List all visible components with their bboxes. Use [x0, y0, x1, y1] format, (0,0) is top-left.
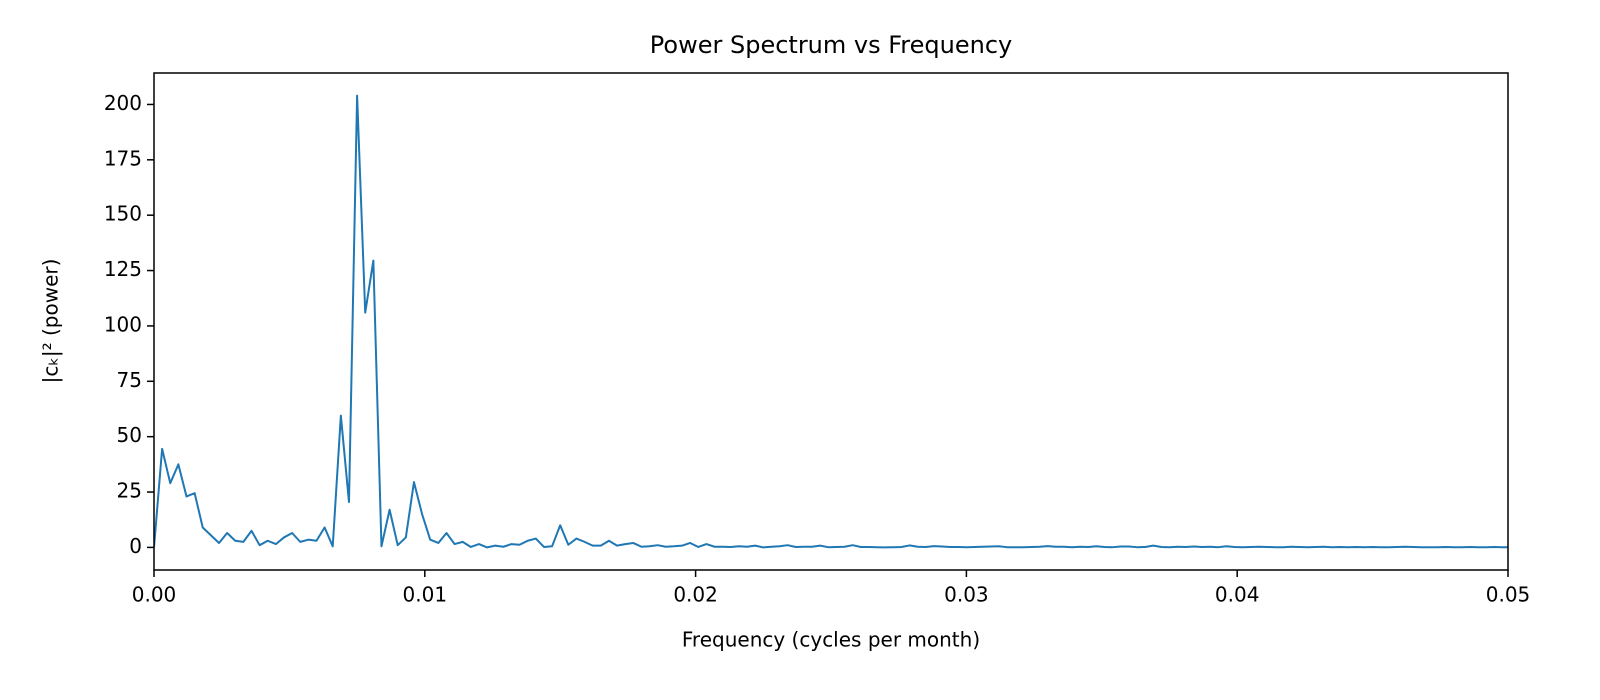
y-tick-label: 0 — [129, 534, 142, 558]
x-tick-label: 0.00 — [132, 583, 177, 607]
plot-area — [154, 94, 1508, 549]
y-tick-label: 25 — [117, 479, 142, 503]
x-tick-label: 0.04 — [1215, 583, 1260, 607]
x-tick-label: 0.01 — [403, 583, 448, 607]
y-tick-label: 50 — [117, 423, 142, 447]
spectrum-line — [154, 94, 1508, 549]
y-tick-label: 150 — [104, 202, 142, 226]
y-tick-label: 125 — [104, 257, 142, 281]
chart-title: Power Spectrum vs Frequency — [650, 31, 1012, 59]
x-tick-label: 0.05 — [1486, 583, 1531, 607]
y-tick-label: 75 — [117, 368, 142, 392]
y-axis-label: |cₖ|² (power) — [39, 259, 63, 384]
x-axis-label: Frequency (cycles per month) — [682, 628, 980, 652]
y-tick-label: 175 — [104, 146, 142, 170]
x-tick-label: 0.03 — [944, 583, 989, 607]
y-tick-label: 100 — [104, 312, 142, 336]
y-tick-label: 200 — [104, 91, 142, 115]
axes-frame — [153, 72, 1509, 571]
x-tick-label: 0.02 — [673, 583, 718, 607]
